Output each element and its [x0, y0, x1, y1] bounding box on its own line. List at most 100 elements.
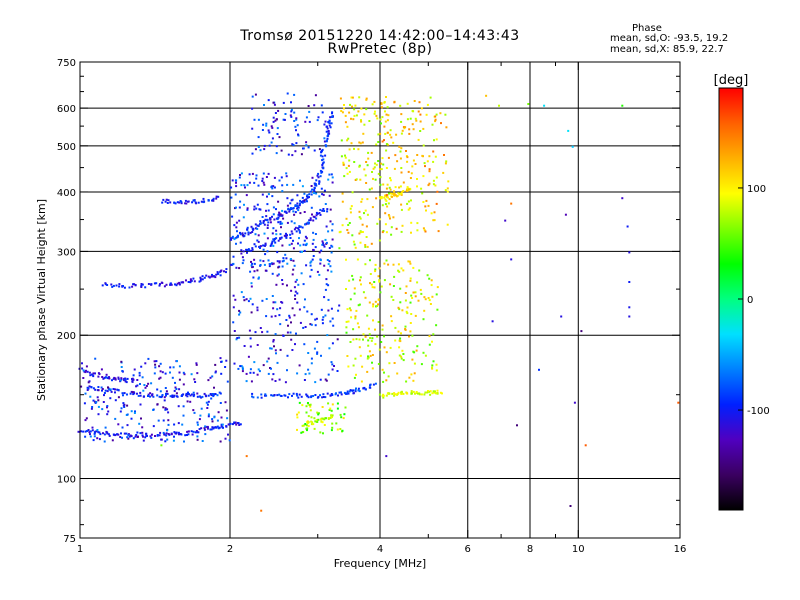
echo-point [368, 386, 371, 389]
echo-point [271, 295, 274, 297]
echo-point [296, 194, 299, 197]
echo-point [166, 392, 169, 395]
echo-point [100, 386, 103, 389]
echo-point [410, 373, 413, 376]
echo-point [353, 292, 356, 295]
echo-point [150, 382, 153, 385]
echo-point [381, 231, 384, 234]
echo-point [319, 259, 322, 262]
echo-point [369, 354, 372, 357]
echo-point [282, 101, 285, 104]
echo-point [225, 359, 228, 362]
echo-point [190, 430, 193, 433]
echo-point [352, 240, 355, 243]
echo-point [200, 427, 203, 430]
echo-point [374, 343, 377, 346]
echo-point [187, 430, 190, 433]
echo-point [325, 379, 328, 382]
echo-point [313, 347, 316, 350]
echo-point [134, 435, 137, 438]
echo-point [265, 209, 267, 212]
echo-point [326, 392, 329, 395]
echo-point [239, 311, 242, 314]
echo-point [120, 377, 123, 380]
echo-point [235, 266, 238, 269]
echo-point [227, 433, 229, 436]
x-axis-label: Frequency [MHz] [333, 557, 427, 570]
echo-point [415, 391, 418, 393]
echo-point [213, 416, 216, 419]
echo-point [176, 282, 179, 285]
echo-point [276, 394, 279, 397]
echo-point [123, 286, 126, 289]
echo-point [315, 192, 318, 195]
echo-point [322, 166, 325, 169]
echo-point [443, 154, 445, 156]
echo-point [90, 407, 93, 410]
echo-point [175, 388, 178, 390]
echo-point [360, 107, 363, 110]
echo-point [114, 388, 116, 391]
echo-point [352, 328, 355, 331]
echo-point [343, 413, 346, 416]
echo-point [373, 100, 376, 103]
echo-point [149, 435, 152, 438]
echo-point [272, 373, 275, 376]
echo-point [271, 137, 274, 140]
echo-point [403, 127, 406, 130]
echo-point [312, 255, 315, 257]
echo-point [211, 199, 213, 202]
echo-point [266, 227, 269, 229]
echo-point [376, 222, 379, 225]
echo-point [290, 207, 292, 210]
echo-point [112, 388, 115, 390]
echo-point [428, 343, 431, 346]
echo-point [393, 275, 396, 278]
echo-point [416, 345, 419, 348]
echo-point [196, 372, 199, 375]
echo-point [284, 210, 287, 213]
echo-point [323, 123, 326, 126]
echo-point [361, 141, 364, 144]
echo-point [293, 213, 296, 216]
echo-point [120, 366, 123, 368]
echo-point [301, 185, 304, 188]
echo-point [316, 352, 319, 355]
echo-point [423, 296, 426, 299]
phase-o-stats: mean, sd,O: -93.5, 19.2 [610, 33, 729, 44]
echo-point [123, 377, 126, 380]
echo-point [238, 336, 241, 339]
echo-point [211, 273, 213, 276]
echo-point [308, 196, 310, 199]
echo-point [305, 237, 308, 240]
echo-point [229, 237, 232, 240]
echo-point [127, 434, 130, 436]
echo-point [271, 187, 274, 190]
echo-point [433, 219, 436, 222]
echo-point [312, 238, 315, 241]
echo-point [368, 350, 371, 353]
echo-point [312, 219, 315, 222]
echo-point [292, 144, 295, 146]
echo-point [256, 396, 259, 399]
echo-point [200, 200, 203, 203]
echo-point [375, 143, 378, 146]
echo-point [192, 430, 195, 433]
echo-point [416, 185, 418, 188]
echo-point [112, 433, 115, 436]
echo-point [302, 200, 305, 203]
echo-point [155, 282, 158, 285]
echo-point [313, 417, 316, 420]
echo-point [327, 178, 330, 181]
echo-point [307, 425, 310, 427]
echo-point [372, 305, 375, 308]
echo-point [374, 268, 377, 271]
echo-point [376, 335, 379, 338]
echo-point [89, 435, 92, 438]
echo-point [134, 284, 137, 287]
echo-point [397, 391, 400, 394]
echo-point [290, 220, 293, 223]
echo-point [400, 147, 403, 150]
echo-point [309, 275, 312, 278]
echo-point [147, 393, 150, 396]
